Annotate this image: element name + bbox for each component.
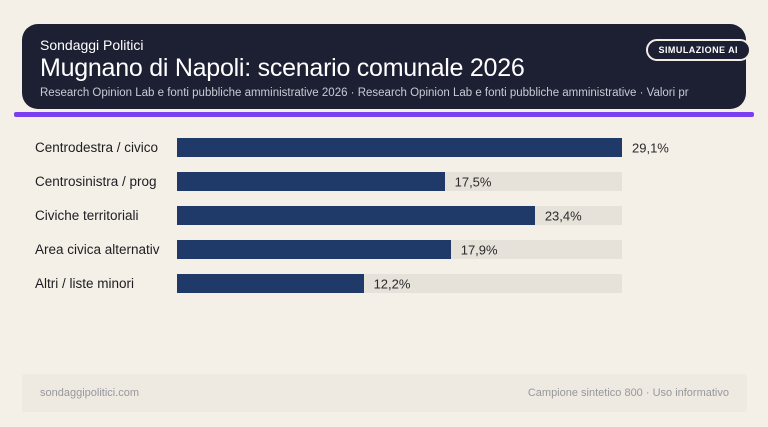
chart-row: Centrosinistra / prog 17,5% bbox=[35, 172, 768, 191]
simulation-ai-badge: SIMULAZIONE AI bbox=[645, 39, 751, 61]
bar-track: 23,4% bbox=[177, 206, 622, 225]
accent-divider bbox=[14, 112, 754, 117]
category-label: Area civica alternativ bbox=[35, 242, 160, 257]
value-label: 29,1% bbox=[632, 140, 669, 155]
value-label: 23,4% bbox=[544, 208, 582, 223]
chart-row: Centrodestra / civico 29,1% bbox=[35, 138, 768, 157]
chart-row: Area civica alternativ 17,9% bbox=[35, 240, 768, 259]
category-label: Centrosinistra / prog bbox=[35, 174, 157, 189]
bar-track: 17,5% bbox=[177, 172, 622, 191]
header-panel: Sondaggi Politici Mugnano di Napoli: sce… bbox=[22, 24, 746, 109]
chart-row: Civiche territoriali 23,4% bbox=[35, 206, 768, 225]
bar bbox=[177, 206, 535, 225]
bar bbox=[177, 274, 364, 293]
bar-track: 17,9% bbox=[177, 240, 622, 259]
value-label: 17,5% bbox=[454, 174, 492, 189]
page-title: Mugnano di Napoli: scenario comunale 202… bbox=[40, 54, 525, 83]
footer-source-url: sondaggipolitici.com bbox=[40, 387, 140, 399]
bar-track: 12,2% bbox=[177, 274, 622, 293]
category-label: Civiche territoriali bbox=[35, 208, 139, 223]
bar bbox=[177, 240, 451, 259]
brand-name: Sondaggi Politici bbox=[40, 37, 144, 53]
footer-bar: sondaggipolitici.com Campione sintetico … bbox=[22, 374, 747, 412]
category-label: Altri / liste minori bbox=[35, 276, 135, 291]
footer-sample-note: Campione sintetico 800 · Uso informativo bbox=[527, 387, 729, 399]
bar-track: 29,1% bbox=[177, 138, 669, 157]
category-label: Centrodestra / civico bbox=[35, 140, 159, 155]
chart-row: Altri / liste minori 12,2% bbox=[35, 274, 768, 293]
value-label: 17,9% bbox=[460, 242, 498, 257]
bar bbox=[177, 138, 622, 157]
bar bbox=[177, 172, 445, 191]
page-subtitle: Research Opinion Lab e fonti pubbliche a… bbox=[40, 86, 689, 99]
bar-chart: Centrodestra / civico 29,1% Centrosinistra… bbox=[0, 138, 768, 293]
value-label: 12,2% bbox=[373, 276, 411, 291]
